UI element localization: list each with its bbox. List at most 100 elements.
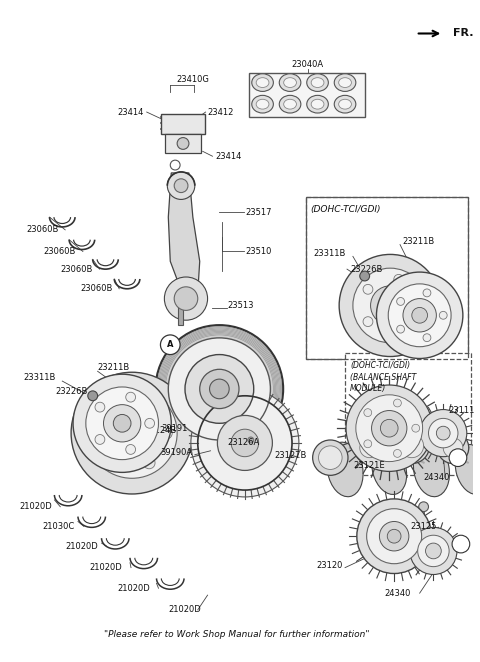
Circle shape bbox=[354, 432, 385, 463]
Text: 23414: 23414 bbox=[216, 152, 242, 161]
Text: 23060B: 23060B bbox=[80, 284, 112, 293]
Circle shape bbox=[160, 335, 180, 355]
Circle shape bbox=[108, 410, 156, 457]
Circle shape bbox=[356, 395, 422, 461]
Circle shape bbox=[248, 437, 254, 443]
Circle shape bbox=[364, 408, 372, 416]
Circle shape bbox=[364, 440, 372, 448]
Text: 23127B: 23127B bbox=[275, 451, 307, 460]
Ellipse shape bbox=[339, 99, 351, 109]
Ellipse shape bbox=[307, 95, 328, 113]
Text: 39191: 39191 bbox=[162, 424, 188, 433]
Circle shape bbox=[449, 449, 467, 467]
Circle shape bbox=[143, 397, 155, 409]
Circle shape bbox=[200, 369, 239, 408]
Circle shape bbox=[174, 287, 198, 310]
Circle shape bbox=[145, 418, 155, 428]
Circle shape bbox=[367, 508, 421, 564]
Bar bbox=[306, 197, 468, 359]
Circle shape bbox=[113, 414, 131, 432]
Circle shape bbox=[412, 307, 428, 323]
Circle shape bbox=[363, 316, 373, 326]
Text: 23513: 23513 bbox=[227, 301, 254, 310]
Circle shape bbox=[95, 434, 105, 444]
Circle shape bbox=[346, 385, 432, 471]
Circle shape bbox=[109, 457, 120, 469]
Polygon shape bbox=[168, 173, 200, 293]
Circle shape bbox=[312, 440, 348, 475]
Text: 23124B: 23124B bbox=[144, 426, 176, 435]
Text: 23510: 23510 bbox=[245, 247, 271, 256]
Ellipse shape bbox=[334, 95, 356, 113]
Circle shape bbox=[360, 271, 370, 281]
Circle shape bbox=[394, 449, 401, 457]
Text: 23111: 23111 bbox=[448, 406, 475, 415]
Ellipse shape bbox=[284, 99, 297, 109]
Bar bbox=[345, 353, 471, 475]
Text: 21030C: 21030C bbox=[43, 522, 75, 531]
Circle shape bbox=[92, 427, 104, 439]
Text: 23060B: 23060B bbox=[26, 225, 58, 234]
Circle shape bbox=[380, 419, 398, 437]
Circle shape bbox=[363, 285, 373, 294]
Circle shape bbox=[437, 432, 469, 463]
Circle shape bbox=[396, 325, 405, 333]
Text: 23412: 23412 bbox=[207, 107, 234, 117]
Ellipse shape bbox=[279, 73, 301, 91]
Circle shape bbox=[168, 172, 195, 199]
Text: (BALANCE SHAFT: (BALANCE SHAFT bbox=[350, 373, 416, 382]
Text: 23414: 23414 bbox=[118, 107, 144, 117]
Circle shape bbox=[217, 416, 272, 471]
Ellipse shape bbox=[279, 95, 301, 113]
Circle shape bbox=[73, 374, 171, 473]
Circle shape bbox=[71, 372, 193, 494]
Circle shape bbox=[382, 297, 399, 314]
Circle shape bbox=[357, 499, 432, 573]
Circle shape bbox=[164, 277, 207, 320]
Circle shape bbox=[419, 502, 429, 512]
Bar bbox=[306, 197, 468, 359]
Text: 24340: 24340 bbox=[384, 589, 411, 598]
Circle shape bbox=[436, 426, 450, 440]
Text: 23226B: 23226B bbox=[350, 265, 383, 273]
Text: 24340: 24340 bbox=[423, 473, 450, 482]
Bar bbox=[161, 114, 204, 134]
Text: 23517: 23517 bbox=[245, 208, 271, 216]
Circle shape bbox=[475, 428, 480, 463]
Ellipse shape bbox=[284, 77, 297, 87]
Bar bbox=[178, 305, 183, 325]
Circle shape bbox=[443, 438, 463, 457]
Circle shape bbox=[394, 275, 404, 284]
Circle shape bbox=[394, 399, 401, 407]
Circle shape bbox=[185, 355, 254, 423]
Circle shape bbox=[339, 254, 441, 357]
Text: 23060B: 23060B bbox=[44, 247, 76, 256]
Text: 23226B: 23226B bbox=[55, 387, 88, 397]
Ellipse shape bbox=[413, 442, 449, 496]
Text: 21020D: 21020D bbox=[65, 542, 98, 551]
Ellipse shape bbox=[455, 444, 480, 495]
Text: FR.: FR. bbox=[453, 28, 474, 38]
Text: 23211B: 23211B bbox=[97, 363, 130, 372]
Text: 23311B: 23311B bbox=[313, 249, 346, 258]
Text: A: A bbox=[167, 340, 174, 350]
Ellipse shape bbox=[252, 95, 274, 113]
Circle shape bbox=[126, 393, 135, 402]
Text: 23040A: 23040A bbox=[292, 60, 324, 70]
Circle shape bbox=[87, 388, 177, 478]
Text: 23120: 23120 bbox=[317, 561, 343, 570]
Bar bbox=[249, 73, 365, 117]
Circle shape bbox=[412, 424, 420, 432]
Text: MODULE): MODULE) bbox=[350, 385, 386, 393]
Ellipse shape bbox=[372, 444, 407, 495]
Text: 23410G: 23410G bbox=[177, 75, 209, 84]
Circle shape bbox=[423, 289, 431, 297]
Circle shape bbox=[109, 397, 120, 409]
Text: 21020D: 21020D bbox=[90, 563, 122, 572]
Ellipse shape bbox=[311, 99, 324, 109]
Circle shape bbox=[410, 528, 457, 575]
Ellipse shape bbox=[252, 73, 274, 91]
Circle shape bbox=[413, 301, 422, 310]
Circle shape bbox=[319, 446, 342, 469]
Circle shape bbox=[86, 387, 158, 459]
